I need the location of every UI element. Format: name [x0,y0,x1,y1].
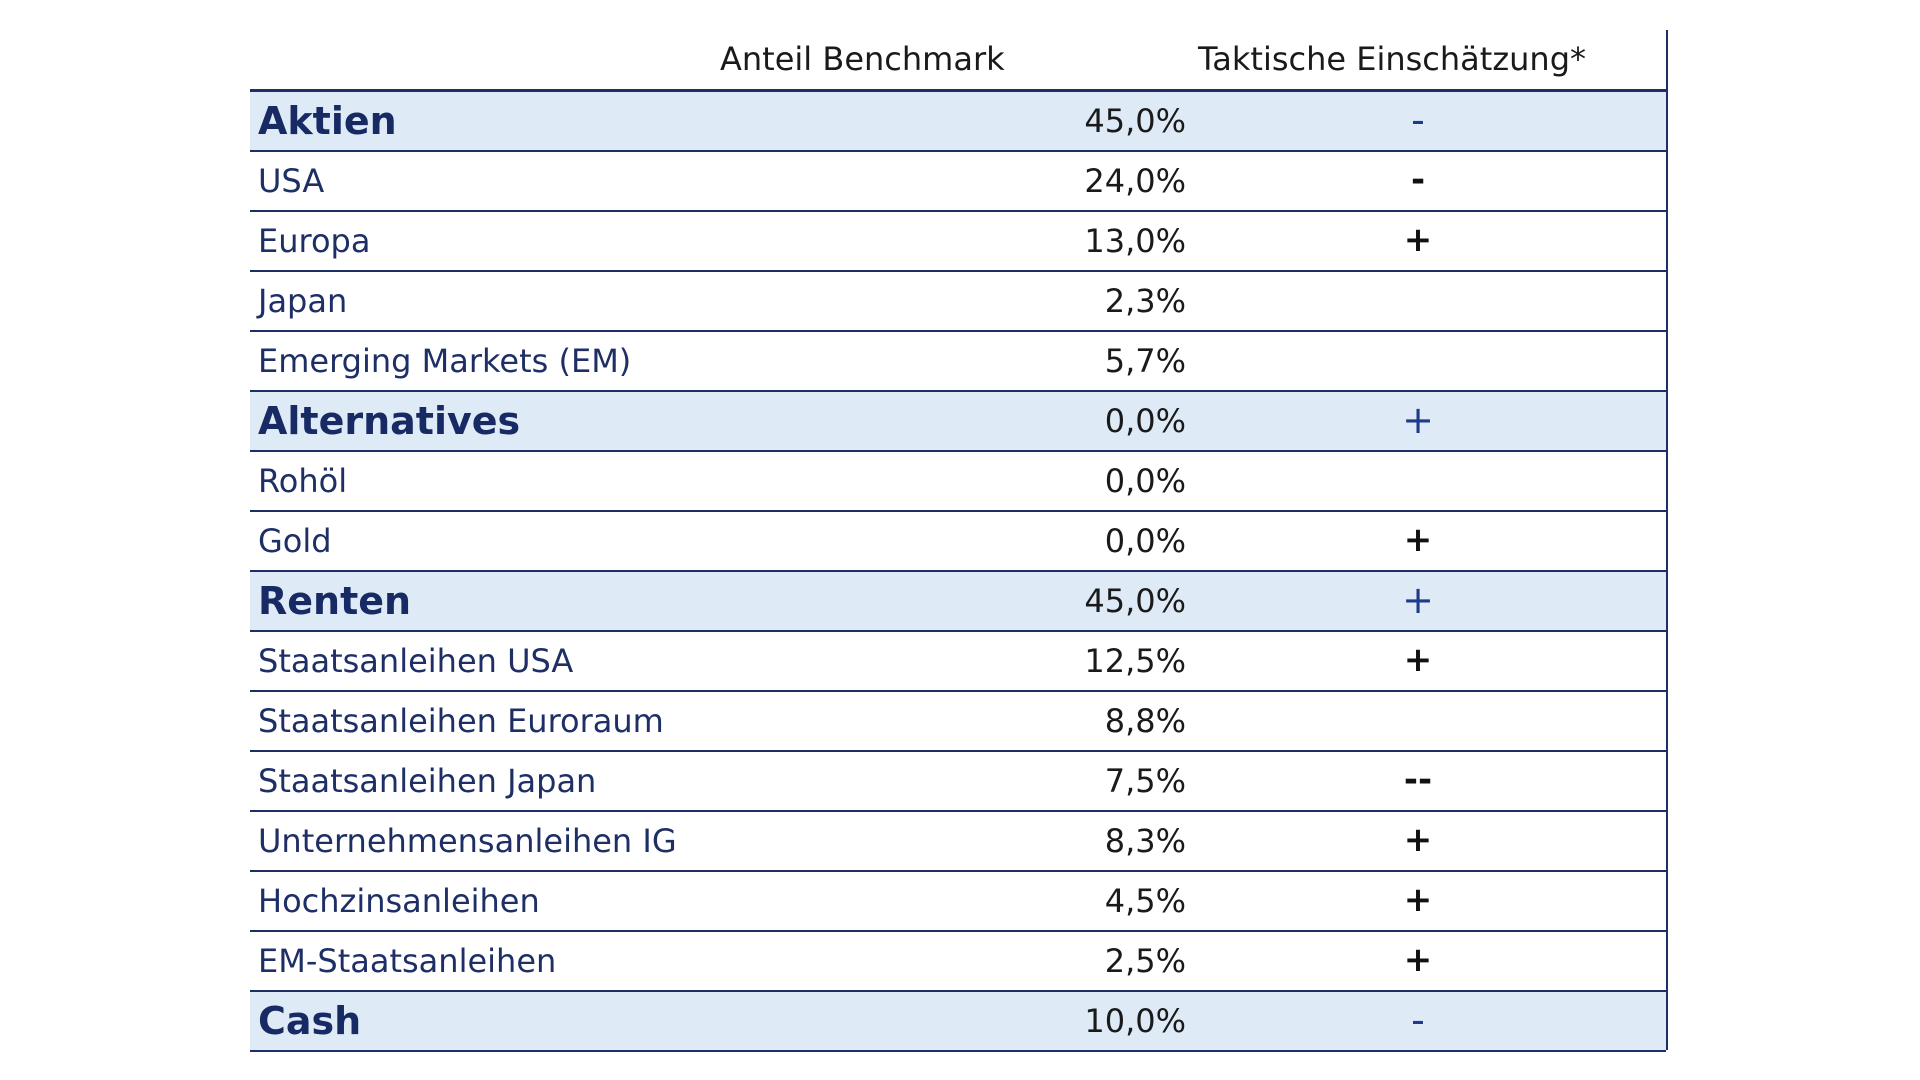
table-row: Unternehmensanleihen IG 8,3% + [250,812,1666,872]
row-tactical-assessment: + [1403,820,1433,860]
row-tactical-assessment: -- [1403,760,1433,800]
row-label: Renten [258,579,412,623]
table-header: Anteil Benchmark Taktische Einschätzung* [250,30,1668,92]
row-benchmark-share: 10,0% [1084,1002,1186,1040]
table-row: Hochzinsanleihen 4,5% + [250,872,1666,932]
row-label: Europa [258,222,371,260]
row-benchmark-share: 0,0% [1104,462,1186,500]
table-row: Gold 0,0% + [250,512,1666,572]
row-tactical-assessment: + [1403,640,1433,680]
row-label: Cash [258,999,362,1043]
row-label: Emerging Markets (EM) [258,342,632,380]
row-benchmark-share: 24,0% [1084,162,1186,200]
row-tactical-assessment: + [1403,220,1433,260]
table-row: Rohöl 0,0% [250,452,1666,512]
row-benchmark-share: 7,5% [1104,762,1186,800]
row-tactical-assessment: - [1411,998,1425,1042]
table-row: Europa 13,0% + [250,212,1666,272]
row-tactical-assessment: + [1402,398,1434,442]
row-benchmark-share: 2,5% [1104,942,1186,980]
row-label: Aktien [258,99,397,143]
table-row-category: Cash 10,0% - [250,992,1666,1052]
allocation-table: Anteil Benchmark Taktische Einschätzung*… [250,30,1668,1052]
table-row-category: Alternatives 0,0% + [250,392,1666,452]
column-header-share: Anteil Benchmark [720,40,1005,78]
row-label: Rohöl [258,462,348,500]
table-right-border [1666,30,1668,1050]
row-tactical-assessment: - [1410,160,1426,200]
row-benchmark-share: 4,5% [1104,882,1186,920]
row-label: Staatsanleihen Japan [258,762,597,800]
row-benchmark-share: 12,5% [1084,642,1186,680]
row-label: Gold [258,522,332,560]
row-tactical-assessment: + [1403,940,1433,980]
row-benchmark-share: 0,0% [1104,522,1186,560]
row-tactical-assessment: + [1403,520,1433,560]
table-body: Aktien 45,0% - USA 24,0% - Europa 13,0% + Japan 2,… [250,92,1668,1052]
row-benchmark-share: 8,3% [1104,822,1186,860]
row-benchmark-share: 45,0% [1084,102,1186,140]
row-label: Staatsanleihen USA [258,642,574,680]
row-label: Staatsanleihen Euroraum [258,702,664,740]
row-tactical-assessment: - [1411,98,1425,142]
row-label: Unternehmensanleihen IG [258,822,677,860]
table-row: Japan 2,3% [250,272,1666,332]
row-benchmark-share: 0,0% [1104,402,1186,440]
table-row: Staatsanleihen Euroraum 8,8% [250,692,1666,752]
row-label: USA [258,162,325,200]
table-row: USA 24,0% - [250,152,1666,212]
row-benchmark-share: 5,7% [1104,342,1186,380]
row-tactical-assessment: + [1403,880,1433,920]
row-benchmark-share: 8,8% [1104,702,1186,740]
row-benchmark-share: 2,3% [1104,282,1186,320]
row-label: Japan [258,282,348,320]
table-row-category: Renten 45,0% + [250,572,1666,632]
column-header-tactical-assessment: Taktische Einschätzung* [1198,40,1586,78]
row-benchmark-share: 45,0% [1084,582,1186,620]
table-row: EM-Staatsanleihen 2,5% + [250,932,1666,992]
row-benchmark-share: 13,0% [1084,222,1186,260]
table-row: Staatsanleihen USA 12,5% + [250,632,1666,692]
row-tactical-assessment: + [1402,578,1434,622]
row-label: Hochzinsanleihen [258,882,540,920]
row-label: EM-Staatsanleihen [258,942,557,980]
table-row-category: Aktien 45,0% - [250,92,1666,152]
table-row: Emerging Markets (EM) 5,7% [250,332,1666,392]
table-row: Staatsanleihen Japan 7,5% -- [250,752,1666,812]
row-label: Alternatives [258,399,521,443]
